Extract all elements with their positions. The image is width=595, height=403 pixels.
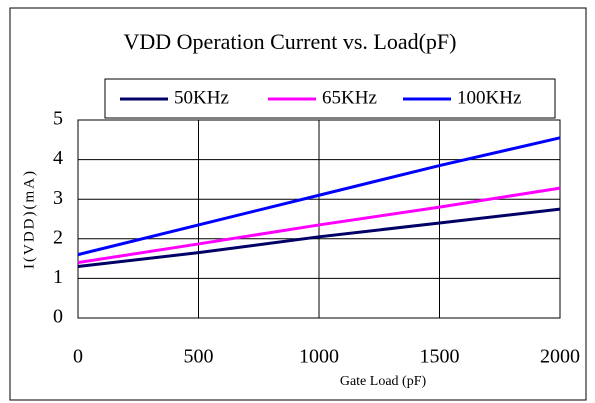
y-tick-label: 3 [53, 187, 63, 209]
y-tick-label: 0 [53, 306, 63, 328]
y-axis-label: I(VDD)(mA) [21, 169, 37, 269]
y-tick-label: 1 [53, 266, 63, 288]
legend-box [104, 78, 556, 119]
y-tick-label: 4 [53, 147, 63, 169]
legend-label: 65KHz [322, 87, 377, 108]
legend-label: 50KHz [174, 87, 229, 108]
x-tick-label: 0 [73, 346, 83, 368]
y-tick-label: 5 [53, 108, 63, 130]
x-axis-label: Gate Load (pF) [340, 374, 427, 389]
chart-title: VDD Operation Current vs. Load(pF) [124, 29, 457, 54]
legend-label: 100KHz [457, 87, 521, 108]
series-line [77, 186, 561, 265]
series-line [77, 207, 561, 269]
x-tick-label: 1500 [420, 346, 460, 368]
y-tick-label: 2 [53, 226, 63, 248]
x-tick-label: 500 [184, 346, 214, 368]
x-tick-label: 2000 [540, 346, 580, 368]
series-line [77, 136, 561, 257]
x-tick-label: 1000 [299, 346, 339, 368]
